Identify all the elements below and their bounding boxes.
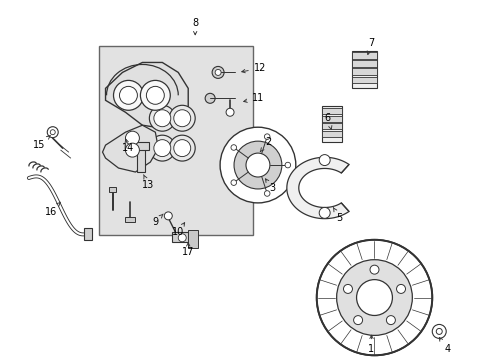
Bar: [351, 50, 377, 88]
Circle shape: [319, 154, 329, 166]
Text: 4: 4: [438, 338, 449, 354]
Text: 9: 9: [152, 214, 163, 227]
Bar: [351, 68, 377, 75]
Circle shape: [386, 316, 395, 325]
Polygon shape: [102, 125, 158, 172]
Circle shape: [353, 316, 362, 325]
Circle shape: [245, 153, 269, 177]
Polygon shape: [105, 62, 188, 128]
Text: 15: 15: [33, 136, 50, 150]
Bar: [172, 232, 192, 242]
Circle shape: [356, 280, 392, 315]
Bar: [351, 77, 377, 84]
Bar: [83, 228, 91, 240]
Circle shape: [264, 134, 269, 139]
Bar: [133, 142, 149, 150]
Circle shape: [146, 86, 164, 104]
Circle shape: [435, 328, 441, 334]
Text: 14: 14: [122, 139, 134, 153]
Bar: [351, 60, 377, 67]
Text: 16: 16: [44, 202, 61, 217]
Bar: [137, 148, 145, 172]
Bar: [321, 131, 341, 137]
Text: 12: 12: [241, 63, 265, 73]
Circle shape: [225, 108, 234, 116]
Circle shape: [336, 260, 411, 336]
Text: 1: 1: [367, 335, 374, 354]
Bar: [125, 217, 135, 222]
Circle shape: [164, 212, 172, 220]
Circle shape: [316, 240, 431, 355]
Circle shape: [113, 80, 143, 110]
Circle shape: [431, 324, 446, 338]
Text: 10: 10: [172, 223, 184, 237]
Circle shape: [230, 145, 236, 150]
Text: 5: 5: [333, 208, 342, 223]
Bar: [108, 187, 116, 192]
Circle shape: [47, 127, 58, 138]
Circle shape: [369, 265, 378, 274]
Circle shape: [343, 284, 352, 293]
Text: 11: 11: [243, 93, 264, 103]
Circle shape: [212, 67, 224, 78]
Bar: [99, 45, 252, 235]
Circle shape: [285, 162, 290, 168]
Circle shape: [264, 191, 269, 196]
Circle shape: [215, 69, 221, 75]
Circle shape: [169, 135, 195, 161]
Text: 13: 13: [142, 175, 154, 190]
Text: 3: 3: [265, 179, 274, 193]
Circle shape: [154, 140, 170, 157]
Text: 6: 6: [324, 113, 331, 129]
Bar: [351, 52, 377, 59]
Text: 2: 2: [260, 137, 270, 152]
Circle shape: [319, 207, 329, 219]
Text: 17: 17: [182, 243, 194, 257]
Bar: [321, 107, 341, 142]
Circle shape: [140, 80, 170, 110]
Circle shape: [149, 105, 175, 131]
Bar: [188, 230, 198, 248]
Bar: [321, 116, 341, 122]
Bar: [321, 123, 341, 130]
Text: 8: 8: [192, 18, 198, 35]
Circle shape: [149, 135, 175, 161]
Circle shape: [396, 284, 405, 293]
Polygon shape: [286, 157, 348, 219]
Circle shape: [178, 234, 186, 242]
Circle shape: [125, 131, 139, 145]
Bar: [321, 108, 341, 114]
Circle shape: [154, 110, 170, 127]
Circle shape: [173, 110, 190, 127]
Circle shape: [125, 143, 139, 157]
Circle shape: [220, 127, 295, 203]
Circle shape: [230, 180, 236, 185]
Circle shape: [119, 86, 137, 104]
Circle shape: [234, 141, 281, 189]
Circle shape: [50, 130, 55, 135]
Circle shape: [169, 105, 195, 131]
Circle shape: [205, 93, 215, 103]
Circle shape: [173, 140, 190, 157]
Text: 7: 7: [366, 37, 374, 54]
